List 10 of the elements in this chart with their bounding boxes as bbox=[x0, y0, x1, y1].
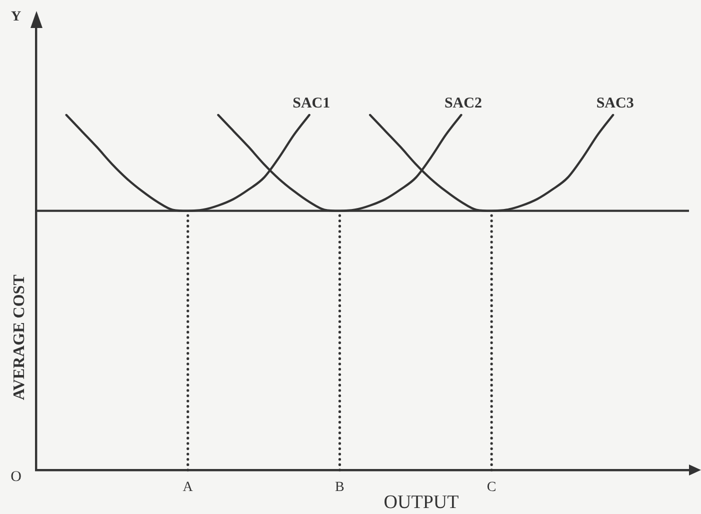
series-label: SAC1 bbox=[292, 95, 330, 112]
text: O bbox=[10, 468, 22, 485]
text: Y bbox=[10, 10, 22, 25]
x-tick-label: B bbox=[335, 480, 344, 496]
series-label: SAC3 bbox=[596, 95, 634, 112]
x-tick-label: C bbox=[486, 480, 496, 496]
y-axis-title: AVERAGE COST bbox=[11, 274, 28, 400]
x-axis-title: OUTPUT bbox=[384, 492, 460, 513]
series-label: SAC2 bbox=[444, 95, 482, 112]
x-tick-label: A bbox=[182, 480, 194, 496]
